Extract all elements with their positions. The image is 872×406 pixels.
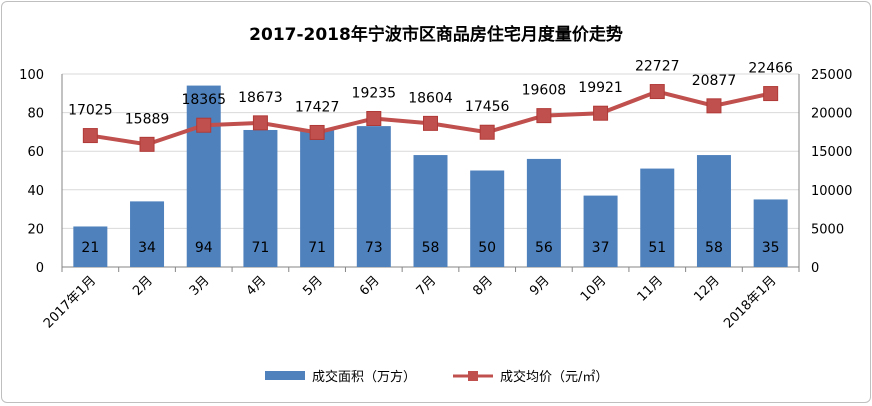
- x-category-label: 5月: [300, 273, 326, 299]
- bar: [753, 199, 788, 267]
- line-marker: [479, 124, 495, 140]
- x-category-label: 3月: [187, 273, 213, 299]
- line-marker: [252, 115, 268, 131]
- line-marker: [536, 108, 552, 124]
- chart-title: 2017-2018年宁波市区商品房住宅月度量价走势: [249, 24, 623, 45]
- left-axis-tick-label: 20: [27, 222, 44, 237]
- left-axis-tick-label: 80: [27, 107, 44, 122]
- legend: 成交面积（万方） 成交均价（元/㎡）: [265, 369, 608, 385]
- line-data-label: 18365: [181, 92, 226, 108]
- line-data-label: 19235: [352, 86, 397, 102]
- bar-data-label: 73: [365, 240, 383, 256]
- bar-data-label: 58: [705, 240, 723, 256]
- bar: [130, 201, 165, 267]
- line-data-label: 22727: [635, 59, 680, 75]
- line-marker: [423, 115, 438, 131]
- line-marker: [593, 105, 609, 121]
- x-category-label: 2018年1月: [721, 273, 779, 331]
- line-data-label: 17456: [465, 99, 510, 115]
- line-marker: [196, 117, 212, 133]
- bar: [470, 170, 505, 267]
- bar: [413, 155, 448, 267]
- right-axis-tick-label: 25000: [811, 68, 852, 83]
- bar-data-label: 51: [648, 240, 666, 256]
- x-category-label: 7月: [414, 273, 440, 299]
- bar: [356, 126, 391, 267]
- bar-data-label: 56: [535, 240, 553, 256]
- bar-data-label: 35: [762, 240, 780, 256]
- legend-line-label: 成交均价（元/㎡）: [500, 369, 608, 385]
- bar-data-label: 37: [592, 240, 610, 256]
- bar: [526, 158, 561, 267]
- line-data-label: 19921: [578, 80, 623, 96]
- line-marker: [309, 124, 325, 140]
- bar: [583, 195, 618, 267]
- line-data-label: 22466: [748, 61, 793, 77]
- left-axis-tick-label: 100: [19, 68, 44, 83]
- bar-data-label: 71: [308, 240, 326, 256]
- line-data-label: 19608: [522, 83, 567, 99]
- line-marker: [649, 84, 665, 100]
- legend-line-marker: [468, 371, 478, 381]
- line-data-label: 15889: [125, 111, 170, 127]
- x-category-label: 6月: [357, 273, 383, 299]
- x-category-label: 4月: [244, 273, 270, 299]
- line-data-label: 17427: [295, 99, 340, 115]
- line-marker: [82, 128, 98, 144]
- legend-bar-swatch: [265, 371, 305, 380]
- bar: [243, 129, 278, 267]
- bar: [696, 155, 731, 267]
- right-axis-tick-label: 0: [811, 261, 819, 276]
- line-series: 17025 15889 18365 18673 17427 19235 18604 17456…: [68, 59, 793, 152]
- x-category-label: 2月: [130, 273, 156, 299]
- line-marker: [366, 111, 382, 127]
- right-axis-tick-label: 5000: [811, 222, 844, 237]
- left-axis-tick-label: 60: [27, 145, 44, 160]
- line-marker: [763, 86, 779, 102]
- bar-data-label: 50: [478, 240, 496, 256]
- x-category-label: 10月: [578, 273, 609, 304]
- x-category-label: 9月: [527, 273, 553, 299]
- line-data-label: 17025: [68, 103, 113, 119]
- bar-data-label: 21: [81, 240, 99, 256]
- bar: [186, 85, 221, 267]
- bar: [73, 226, 108, 267]
- line-marker: [139, 136, 155, 152]
- x-category-label: 11月: [635, 273, 666, 304]
- left-axis-tick-label: 40: [27, 184, 44, 199]
- line-marker: [706, 98, 722, 114]
- bar: [300, 129, 335, 267]
- bar: [640, 168, 675, 267]
- line-data-label: 18673: [238, 90, 283, 106]
- line-data-label: 20877: [692, 73, 737, 89]
- bar-data-label: 71: [252, 240, 270, 256]
- x-category-label: 2017年1月: [41, 273, 99, 331]
- line-data-label: 18604: [408, 90, 453, 106]
- right-axis-tick-label: 15000: [811, 145, 852, 160]
- bar-data-label: 58: [422, 240, 440, 256]
- legend-bar-label: 成交面积（万方）: [312, 369, 416, 385]
- bar-series: 21 34 94 71 71 73 58 50 56 37 51 58 35: [73, 85, 788, 267]
- right-axis-tick-label: 10000: [811, 184, 852, 199]
- bar-data-label: 34: [138, 240, 156, 256]
- x-category-label: 12月: [691, 273, 722, 304]
- bar-data-label: 94: [195, 240, 213, 256]
- left-axis-tick-label: 0: [36, 261, 44, 276]
- x-category-label: 8月: [470, 273, 496, 299]
- right-axis-tick-label: 20000: [811, 107, 852, 122]
